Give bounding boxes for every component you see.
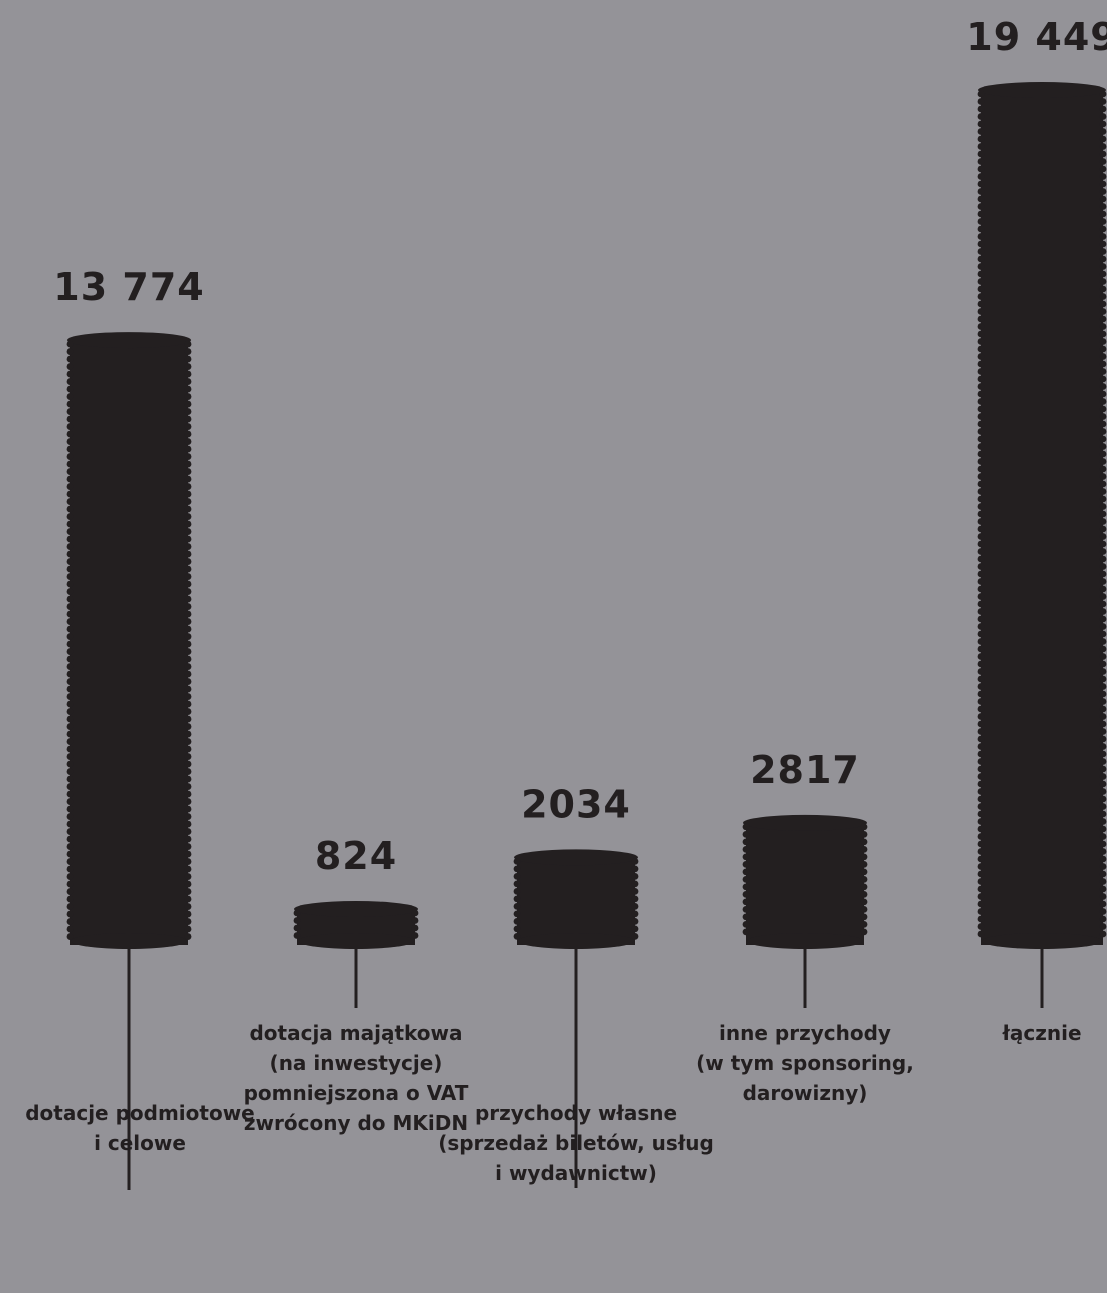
category-label-line: inne przychody [719, 1021, 891, 1045]
value-label: 824 [315, 834, 397, 878]
category-label: łącznie [977, 1018, 1107, 1048]
category-label-line: pomniejszona o VAT [243, 1081, 469, 1105]
bar [977, 82, 1107, 949]
value-label: 2817 [750, 748, 860, 792]
category-label-line: dotacje podmiotowe [25, 1101, 255, 1125]
category-label-line: zwrócony do MKiDN [243, 1111, 469, 1135]
bar [742, 814, 868, 949]
bar [293, 901, 419, 949]
category-label-line: i celowe [94, 1131, 186, 1155]
category-label-line: dotacja majątkowa [249, 1021, 463, 1045]
bar [66, 332, 192, 949]
category-label-line: (na inwestycje) [269, 1051, 443, 1075]
value-label: 19 449 [966, 15, 1107, 59]
category-label: dotacja majątkowa (na inwestycje) pomniejs… [216, 1018, 496, 1138]
bar [513, 849, 639, 949]
category-label-line: i wydawnictw) [495, 1161, 657, 1185]
category-label-line: (sprzedaż biletów, usług [438, 1131, 714, 1155]
category-label-line: łącznie [1002, 1021, 1082, 1045]
category-label: przychody własne (sprzedaż biletów, usług… [436, 1098, 716, 1188]
value-label: 2034 [521, 782, 631, 826]
category-label: inne przychody (w tym sponsoring, darowizn… [665, 1018, 945, 1108]
category-label-line: (w tym sponsoring, [696, 1051, 914, 1075]
category-label-line: darowizny) [742, 1081, 868, 1105]
value-label: 13 774 [53, 265, 204, 309]
category-label: dotacje podmiotowe i celowe [0, 1098, 280, 1158]
category-label-line: przychody własne [474, 1101, 678, 1125]
